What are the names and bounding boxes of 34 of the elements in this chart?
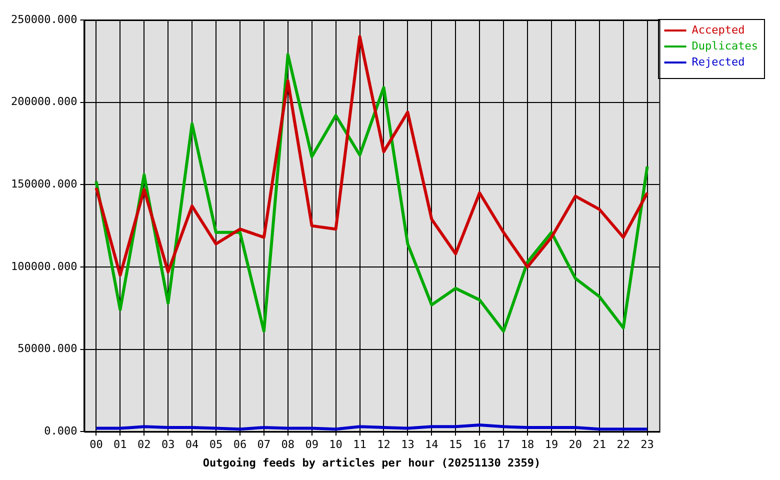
legend-label: Duplicates (692, 39, 758, 52)
x-tick-label: 21 (592, 438, 606, 452)
x-tick-label: 23 (640, 438, 654, 452)
y-tick-label: 0.000 (44, 424, 78, 438)
x-tick-label: 06 (233, 438, 247, 452)
x-tick-label: 01 (114, 438, 127, 452)
x-tick-label: 19 (544, 438, 558, 452)
x-tick-label: 14 (425, 438, 439, 452)
x-tick-label: 07 (257, 438, 271, 452)
y-tick-label: 250000.000 (10, 12, 78, 26)
x-tick-label: 13 (401, 438, 414, 452)
x-tick-label: 04 (185, 438, 200, 452)
x-axis-title: Outgoing feeds by articles per hour (20251130 2359) (202, 456, 541, 470)
x-tick-label: 10 (329, 438, 342, 452)
x-tick-label: 17 (496, 438, 510, 452)
legend-label: Accepted (692, 23, 745, 36)
x-tick-label: 16 (472, 438, 486, 452)
y-tick-label: 100000.000 (10, 260, 78, 273)
x-tick-label: 22 (616, 438, 630, 452)
x-tick-label: 12 (377, 438, 390, 452)
x-tick-label: 00 (90, 438, 103, 452)
x-tick-label: 03 (161, 438, 175, 452)
x-tick-label: 09 (305, 438, 318, 452)
y-tick-label: 200000.000 (10, 95, 78, 108)
x-tick-label: 08 (281, 438, 295, 452)
y-tick-label: 150000.000 (10, 178, 78, 190)
x-tick-label: 20 (568, 438, 582, 452)
y-tick-label: 50000.000 (18, 342, 78, 356)
legend-label: Rejected (692, 55, 745, 68)
x-tick-label: 02 (138, 438, 151, 452)
x-tick-label: 05 (209, 438, 223, 452)
x-tick-label: 18 (520, 438, 534, 452)
x-tick-label: 11 (353, 438, 366, 452)
x-tick-label: 15 (448, 438, 462, 452)
